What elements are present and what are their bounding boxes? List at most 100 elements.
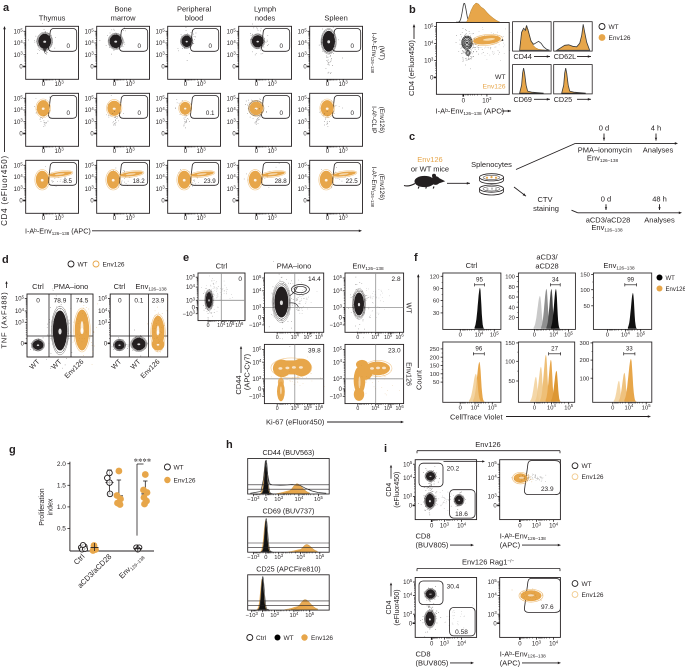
svg-text:Env126: Env126	[103, 262, 125, 269]
svg-text:CD69 (BUV737): CD69 (BUV737)	[262, 506, 314, 515]
svg-text:CD8: CD8	[416, 532, 431, 541]
svg-text:104: 104	[457, 522, 467, 530]
svg-text:0: 0	[261, 613, 264, 619]
svg-text:−103: −103	[182, 310, 195, 318]
svg-text:Env126–138: Env126–138	[587, 154, 619, 163]
svg-text:0: 0	[66, 110, 70, 117]
svg-text:0: 0	[350, 43, 354, 50]
svg-text:(APC): (APC)	[500, 658, 521, 667]
svg-text:104: 104	[156, 39, 166, 47]
svg-text:Env126: Env126	[609, 35, 631, 42]
svg-text:104: 104	[298, 106, 308, 114]
svg-text:105: 105	[636, 330, 645, 338]
svg-text:100: 100	[505, 275, 515, 281]
svg-text:50: 50	[508, 379, 514, 385]
svg-text:105: 105	[85, 27, 95, 35]
svg-text:Env126–138: Env126–138	[352, 262, 384, 271]
svg-text:30: 30	[433, 311, 439, 317]
svg-text:0: 0	[42, 82, 46, 88]
svg-text:105: 105	[488, 460, 498, 468]
svg-text:staining: staining	[533, 204, 559, 213]
svg-text:105: 105	[384, 333, 393, 341]
svg-text:20: 20	[508, 316, 514, 322]
svg-text:0: 0	[208, 43, 212, 50]
svg-text:103: 103	[270, 611, 279, 619]
svg-text:0: 0	[137, 43, 141, 50]
svg-text:22.5: 22.5	[346, 178, 359, 185]
svg-text:0: 0	[255, 149, 259, 155]
svg-text:23.0: 23.0	[388, 347, 401, 354]
svg-text:0.1: 0.1	[206, 110, 215, 117]
svg-text:150: 150	[580, 273, 590, 279]
svg-text:104: 104	[371, 404, 380, 412]
svg-text:40: 40	[508, 305, 514, 311]
svg-text:0: 0	[326, 82, 330, 88]
svg-text:0: 0	[356, 406, 359, 412]
svg-text:99: 99	[627, 276, 634, 283]
svg-text:39.8: 39.8	[308, 347, 321, 354]
svg-text:104: 104	[424, 40, 434, 48]
svg-text:104: 104	[14, 106, 24, 114]
svg-text:104: 104	[227, 173, 237, 181]
svg-text:103: 103	[14, 118, 24, 126]
svg-text:104: 104	[85, 106, 95, 114]
svg-text:0: 0	[258, 387, 262, 393]
svg-text:g: g	[9, 444, 16, 456]
svg-text:106: 106	[396, 404, 405, 412]
svg-text:104: 104	[217, 321, 226, 329]
svg-text:Env126: Env126	[582, 592, 604, 599]
svg-text:(Env126): (Env126)	[378, 107, 385, 133]
svg-text:0.58: 0.58	[455, 629, 468, 636]
svg-text:104: 104	[156, 106, 166, 114]
svg-text:0: 0	[409, 621, 413, 627]
svg-text:23.9: 23.9	[204, 178, 217, 185]
svg-text:(APC): (APC)	[500, 541, 521, 550]
svg-text:103: 103	[298, 51, 308, 59]
svg-text:blood: blood	[185, 14, 203, 23]
svg-text:105: 105	[14, 161, 24, 169]
svg-text:106: 106	[235, 321, 244, 329]
svg-text:103: 103	[85, 51, 95, 59]
svg-text:−103: −103	[249, 392, 262, 400]
svg-text:0: 0	[303, 199, 307, 205]
svg-text:104: 104	[547, 403, 556, 411]
svg-text:34: 34	[552, 276, 559, 283]
svg-text:i: i	[384, 443, 387, 455]
svg-text:105: 105	[252, 274, 262, 282]
svg-text:104: 104	[625, 403, 634, 411]
svg-text:105: 105	[156, 94, 166, 102]
svg-text:104: 104	[549, 639, 559, 647]
svg-text:d: d	[2, 254, 9, 266]
svg-text:0: 0	[113, 82, 117, 88]
svg-text:Env126: Env126	[483, 84, 506, 91]
svg-text:0: 0	[232, 199, 236, 205]
svg-text:105: 105	[98, 294, 108, 302]
svg-text:I-Aᵇ-Env126–138 (APC): I-Aᵇ-Env126–138 (APC)	[25, 227, 91, 236]
svg-text:0 d: 0 d	[601, 195, 611, 204]
svg-text:CD4: CD4	[386, 483, 393, 497]
svg-text:Ki-67 (eFluor450): Ki-67 (eFluor450)	[266, 418, 325, 427]
svg-text:0: 0	[264, 497, 267, 503]
svg-text:104: 104	[549, 330, 558, 338]
svg-text:104: 104	[621, 330, 630, 338]
svg-text:WT: WT	[582, 581, 592, 588]
svg-text:50: 50	[433, 380, 439, 386]
svg-text:0: 0	[462, 97, 466, 104]
svg-text:103: 103	[55, 80, 65, 88]
svg-text:Env126: Env126	[417, 155, 442, 164]
svg-text:150: 150	[505, 341, 515, 347]
svg-text:103: 103	[440, 522, 450, 530]
svg-text:18.2: 18.2	[133, 178, 146, 185]
svg-text:1.0: 1.0	[57, 504, 66, 511]
svg-text:0: 0	[19, 65, 23, 71]
svg-text:h: h	[226, 439, 233, 451]
svg-text:0: 0	[276, 406, 279, 412]
svg-text:103: 103	[488, 492, 498, 500]
svg-text:8.5: 8.5	[63, 178, 72, 185]
svg-text:0: 0	[518, 524, 522, 530]
svg-text:105: 105	[226, 321, 235, 329]
svg-text:105: 105	[298, 94, 308, 102]
svg-text:0: 0	[303, 132, 307, 138]
svg-text:aCD3/: aCD3/	[536, 253, 558, 262]
svg-text:103: 103	[126, 214, 136, 222]
